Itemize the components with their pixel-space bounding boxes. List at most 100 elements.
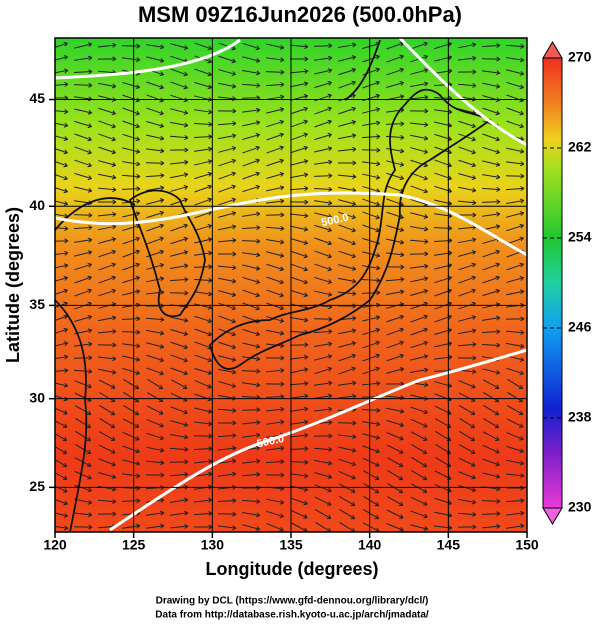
- streamline: [217, 434, 237, 438]
- streamline: [55, 525, 68, 529]
- streamline: [122, 120, 140, 128]
- stream-arrow: [183, 397, 188, 402]
- stream-arrow: [184, 277, 189, 283]
- streamline: [146, 148, 164, 152]
- stream-arrow: [328, 406, 333, 412]
- stream-arrow: [136, 329, 141, 335]
- streamline: [242, 185, 260, 193]
- streamline: [97, 187, 117, 191]
- streamline: [122, 250, 140, 258]
- streamline: [410, 277, 428, 283]
- stream-arrow: [496, 511, 501, 517]
- streamline: [266, 447, 284, 451]
- stream-arrow: [399, 314, 404, 320]
- stream-arrow: [279, 526, 284, 532]
- streamline: [409, 96, 429, 100]
- streamline: [314, 147, 332, 153]
- streamline: [218, 525, 236, 529]
- streamline: [409, 122, 429, 126]
- stream-arrow: [304, 56, 309, 62]
- stream-arrow: [136, 198, 141, 204]
- stream-arrow: [208, 524, 213, 530]
- stream-arrow: [256, 238, 261, 244]
- stream-arrow: [207, 197, 212, 203]
- streamline: [361, 292, 381, 294]
- stream-arrow: [351, 80, 356, 86]
- stream-arrow: [328, 380, 333, 386]
- y-axis-label: Latitude (degrees): [3, 207, 23, 363]
- streamline: [482, 237, 500, 245]
- streamline: [169, 135, 189, 139]
- streamline: [265, 71, 285, 73]
- stream-arrow: [64, 250, 69, 256]
- streamline: [121, 174, 141, 178]
- streamline: [290, 395, 308, 399]
- stream-arrow: [519, 262, 524, 268]
- streamline: [338, 43, 356, 49]
- streamline: [458, 251, 476, 257]
- stream-arrow: [63, 122, 69, 128]
- stream-arrow: [423, 327, 428, 333]
- streamline: [73, 84, 93, 86]
- stream-arrow: [184, 290, 189, 296]
- stream-arrow: [136, 57, 141, 63]
- stream-arrow: [110, 410, 116, 416]
- streamline: [289, 382, 309, 386]
- stream-arrow: [303, 106, 308, 112]
- stream-arrow: [208, 458, 213, 464]
- stream-arrow: [231, 369, 237, 375]
- streamline: [361, 149, 381, 151]
- streamline: [410, 355, 428, 361]
- stream-arrow: [63, 276, 69, 281]
- stream-arrow: [327, 279, 333, 285]
- streamline: [241, 396, 261, 398]
- streamline: [458, 316, 476, 322]
- streamline: [482, 317, 500, 321]
- streamline: [410, 225, 428, 231]
- stream-arrow: [232, 121, 237, 126]
- stream-arrow: [231, 71, 237, 76]
- streamline: [242, 146, 260, 154]
- stream-arrow: [351, 328, 357, 334]
- stream-arrow: [376, 161, 381, 167]
- streamline: [386, 148, 404, 152]
- stream-arrow: [303, 240, 309, 245]
- streamline: [55, 342, 68, 347]
- stream-arrow: [471, 250, 477, 255]
- stream-arrow: [399, 340, 404, 346]
- streamline: [55, 485, 68, 493]
- stream-arrow: [232, 408, 237, 413]
- stream-arrow: [255, 331, 260, 337]
- streamline: [481, 44, 501, 48]
- streamline: [338, 367, 356, 375]
- stream-arrow: [232, 498, 237, 504]
- stream-arrow: [279, 330, 285, 336]
- streamline: [506, 405, 524, 415]
- streamline: [242, 134, 260, 140]
- stream-arrow: [376, 407, 381, 413]
- streamline: [218, 380, 236, 388]
- stream-arrow: [256, 472, 261, 477]
- streamline: [146, 211, 164, 219]
- stream-arrow: [183, 317, 189, 323]
- streamline: [266, 302, 284, 310]
- streamline: [74, 239, 92, 243]
- streamline: [506, 237, 524, 245]
- stream-arrow: [470, 423, 476, 429]
- streamline: [241, 409, 261, 411]
- stream-arrow: [207, 357, 212, 363]
- stream-arrow: [279, 94, 285, 100]
- streamline: [386, 81, 404, 89]
- streamline: [410, 147, 428, 153]
- stream-arrow: [448, 525, 453, 531]
- streamline: [121, 500, 141, 502]
- stream-arrow: [472, 69, 477, 75]
- stream-arrow: [471, 275, 476, 281]
- stream-arrow: [399, 162, 405, 167]
- streamline: [55, 227, 69, 230]
- streamline: [313, 318, 333, 320]
- streamline: [506, 512, 524, 516]
- streamline: [457, 83, 477, 87]
- stream-arrow: [255, 305, 260, 311]
- streamline: [338, 470, 356, 480]
